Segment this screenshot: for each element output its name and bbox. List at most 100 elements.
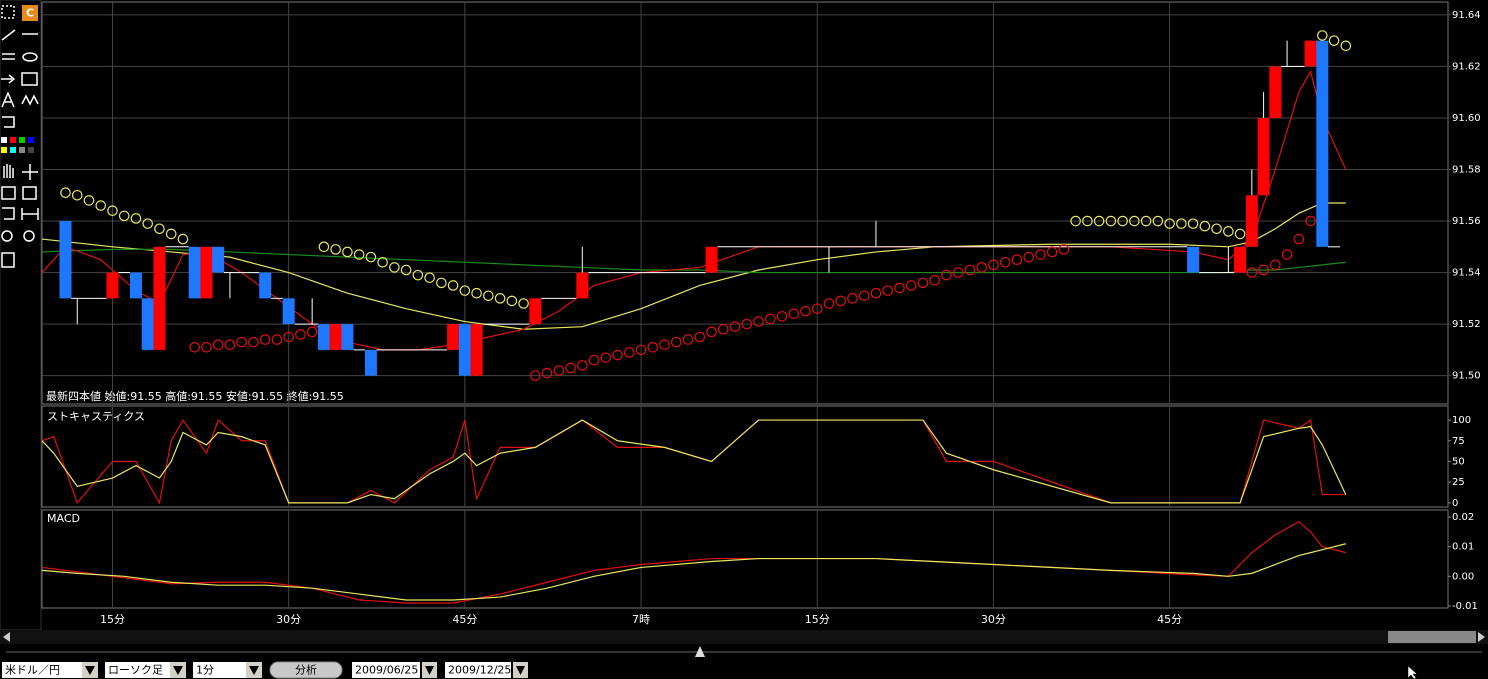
sar-dot (142, 218, 154, 229)
c-button[interactable] (22, 5, 38, 21)
sar-dot (647, 342, 659, 353)
sar-dot (670, 336, 682, 348)
sar-dot (1328, 35, 1340, 46)
sar-dot (236, 336, 247, 348)
grid-tool[interactable] (21, 72, 38, 86)
sar-dot (1246, 267, 1258, 278)
sar-dot (295, 329, 306, 340)
candle-body (188, 246, 201, 299)
candle-body (329, 324, 342, 350)
sar-dot (1187, 218, 1199, 229)
chart-type-label: ローソク足 (108, 664, 163, 677)
plot-area (42, 520, 1346, 604)
panel-frame (41, 1, 1449, 405)
sar-dot (1176, 218, 1187, 229)
candle-body (153, 246, 166, 350)
candle-body (259, 272, 272, 299)
y-tick-label: -0.01 (1452, 601, 1478, 612)
x-tick-label: 45分 (452, 613, 477, 626)
x-tick-label: 15分 (100, 613, 125, 626)
y-tick-label: 91.52 (1452, 319, 1481, 330)
candle-body (470, 324, 483, 376)
range-slider[interactable] (6, 646, 1482, 657)
y-tick-label: 50 (1452, 456, 1465, 467)
candle-body (529, 298, 542, 325)
sar-dot (165, 228, 177, 240)
y-tick-label: 0.00 (1452, 571, 1474, 582)
y-tick-label: 91.50 (1452, 371, 1481, 382)
sar-dot (494, 293, 506, 304)
sar-dot (471, 287, 482, 299)
undo-tool[interactable] (2, 116, 15, 128)
sar-dot (706, 326, 717, 338)
sar-dot (224, 339, 236, 351)
sar-dot (624, 347, 635, 358)
sar-dot (283, 331, 294, 343)
candle-body (129, 272, 142, 299)
sar-dot (1164, 218, 1175, 229)
table-tool[interactable] (1, 186, 16, 200)
analyze-button-label: 分析 (295, 663, 317, 677)
zoom-out[interactable] (1, 230, 13, 242)
sar-dot (612, 349, 623, 361)
cross-tool[interactable] (22, 164, 38, 180)
sar-dot (905, 280, 917, 291)
sar-dot (917, 277, 929, 289)
sar-dot (565, 362, 576, 374)
x-tick-label: 15分 (805, 613, 830, 626)
sar-dot (212, 339, 224, 351)
redo-tool[interactable] (2, 207, 15, 220)
sar-dot (1234, 228, 1246, 240)
scrollbar[interactable] (0, 630, 1488, 644)
date-from-label: 2009/06/25 (355, 664, 418, 677)
date-from[interactable] (352, 662, 420, 678)
sar-dot (1011, 254, 1023, 265)
line-tool[interactable] (1, 29, 16, 41)
sar-dot (1281, 249, 1293, 260)
sar-dot (530, 370, 541, 381)
sar-dot (553, 365, 565, 376)
sar-dot (95, 200, 107, 211)
x-tick-label: 45分 (1157, 613, 1182, 626)
fib-tool[interactable] (21, 94, 39, 106)
panel-frame (41, 509, 1449, 609)
chart-type-select[interactable] (105, 662, 170, 678)
candle-body (1316, 40, 1329, 247)
y-tick-label: 91.58 (1452, 165, 1481, 176)
pair-select[interactable] (2, 662, 82, 678)
hand-tool[interactable] (3, 164, 14, 178)
interval-select[interactable] (193, 662, 246, 678)
text-tool[interactable] (1, 91, 15, 108)
analyze-button[interactable] (269, 661, 343, 679)
sar-dot (941, 269, 952, 281)
print-tool[interactable] (1, 252, 15, 268)
sar-dot (588, 354, 600, 366)
ellipse-tool[interactable] (22, 52, 38, 62)
report-tool[interactable] (22, 186, 37, 200)
sar-dot (600, 352, 612, 363)
sar-dot (118, 210, 130, 222)
plot-area (42, 30, 1352, 381)
measure-tool[interactable] (21, 208, 39, 220)
sar-dot (189, 342, 200, 353)
x-tick-label: 30分 (981, 613, 1006, 626)
zoom-in[interactable] (23, 230, 35, 242)
sar-dot (776, 311, 788, 322)
stochastics-title: ストキャスティクス (47, 410, 145, 423)
sar-dot (1082, 215, 1093, 227)
sar-dot (306, 326, 318, 338)
sar-dot (107, 205, 118, 217)
toolbar-bg (0, 0, 42, 631)
arrow-tool[interactable] (1, 74, 16, 84)
candle-body (200, 246, 213, 299)
sar-dot (506, 295, 518, 307)
color-palette[interactable] (1, 137, 34, 153)
indicator-line (42, 543, 1346, 601)
date-to[interactable] (445, 662, 511, 678)
sar-dot (1140, 215, 1152, 227)
sar-dot (1223, 226, 1234, 237)
pair-label: 米ドル／円 (5, 664, 60, 677)
select-tool[interactable] (1, 5, 15, 19)
y-tick-label: 100 (1452, 415, 1471, 426)
sar-dot (1058, 244, 1070, 255)
